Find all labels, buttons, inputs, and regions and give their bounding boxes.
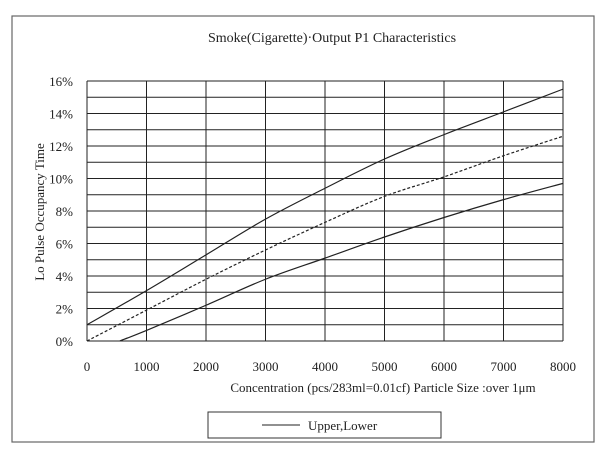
x-tick-label: 2000 bbox=[193, 359, 219, 374]
series-line-1 bbox=[86, 135, 564, 342]
legend-entry: Upper,Lower bbox=[308, 418, 378, 433]
x-tick-label: 8000 bbox=[550, 359, 576, 374]
x-tick-label: 7000 bbox=[491, 359, 517, 374]
y-tick-label: 0% bbox=[56, 334, 74, 349]
x-tick-label: 3000 bbox=[253, 359, 279, 374]
legend-box bbox=[207, 411, 442, 439]
series-group bbox=[86, 88, 564, 342]
x-tick-label: 1000 bbox=[134, 359, 160, 374]
series-line-0 bbox=[86, 88, 564, 326]
legend: Upper,Lower bbox=[207, 411, 442, 439]
y-tick-label: 12% bbox=[49, 139, 73, 154]
y-tick-label: 4% bbox=[56, 269, 74, 284]
x-tick-label: 5000 bbox=[372, 359, 398, 374]
x-tick-label: 6000 bbox=[431, 359, 457, 374]
y-tick-label: 2% bbox=[56, 302, 74, 317]
x-tick-label: 4000 bbox=[312, 359, 338, 374]
y-axis-label: Lo Pulse Occupancy Time bbox=[32, 143, 47, 281]
y-tick-label: 14% bbox=[49, 107, 73, 122]
x-axis-label: Concentration (pcs/283ml=0.01cf) Particl… bbox=[230, 380, 535, 395]
grid bbox=[86, 80, 564, 342]
y-tick-labels: 0% 2% 4% 6% 8% 10% 12% 14% 16% bbox=[49, 74, 73, 349]
x-tick-labels: 0 1000 2000 3000 4000 5000 6000 7000 8000 bbox=[84, 359, 576, 374]
x-tick-label: 0 bbox=[84, 359, 91, 374]
series-line-2 bbox=[119, 182, 564, 342]
chart-title: Smoke(Cigarette)·Output P1 Characteristi… bbox=[208, 31, 456, 46]
y-tick-label: 16% bbox=[49, 74, 73, 89]
y-tick-label: 10% bbox=[49, 172, 73, 187]
y-tick-label: 6% bbox=[56, 237, 74, 252]
y-tick-label: 8% bbox=[56, 204, 74, 219]
chart-frame bbox=[11, 15, 595, 443]
